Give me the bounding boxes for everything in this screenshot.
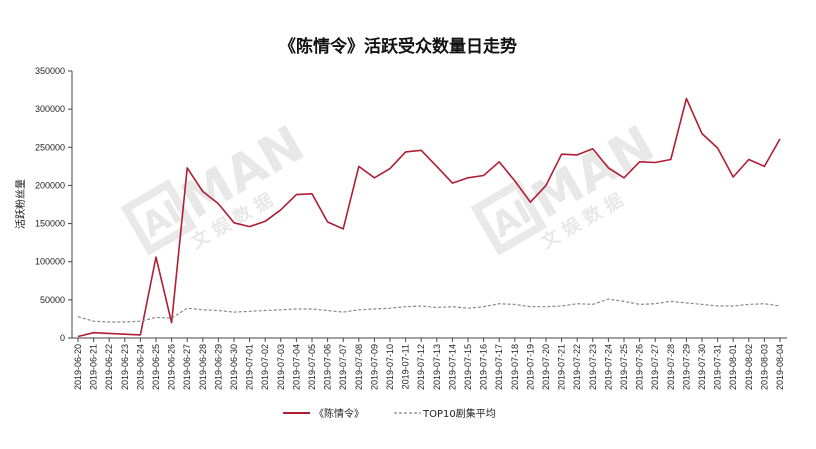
x-tick-label: 2019-08-03 (759, 344, 769, 390)
x-tick-label: 2019-07-30 (697, 344, 707, 390)
x-tick-label: 2019-07-20 (541, 344, 551, 390)
x-tick-label: 2019-07-28 (666, 344, 676, 390)
x-tick-label: 2019-06-23 (120, 344, 130, 390)
y-axis-ticks: 0 50000 100000 150000 200000 250000 300000 3500… (35, 66, 72, 343)
x-tick-label: 2019-06-30 (229, 344, 239, 390)
x-tick-label: 2019-07-26 (635, 344, 645, 390)
x-tick-label: 2019-07-10 (385, 344, 395, 390)
x-tick-label: 2019-07-07 (338, 344, 348, 390)
x-tick-label: 2019-07-02 (260, 344, 270, 390)
x-tick-label: 2019-06-29 (213, 344, 223, 390)
x-tick-label: 2019-06-22 (104, 344, 114, 390)
x-tick-label: 2019-06-20 (73, 344, 83, 390)
y-tick-label: 100000 (35, 257, 65, 267)
x-tick-label: 2019-07-05 (307, 344, 317, 390)
series-line-chenqingling (77, 97, 781, 338)
x-axis-ticks: 2019-06-20 2019-06-21 2019-06-22 2019-06-23… (73, 338, 785, 390)
y-axis-label: 活跃粉丝量 (14, 179, 27, 229)
x-tick-label: 2019-07-27 (650, 344, 660, 390)
x-tick-label: 2019-07-22 (572, 344, 582, 390)
x-tick-label: 2019-07-14 (447, 344, 457, 390)
x-tick-label: 2019-06-25 (151, 344, 161, 390)
x-tick-label: 2019-07-11 (401, 344, 411, 389)
series-group (77, 97, 781, 338)
x-tick-label: 2019-07-21 (557, 344, 567, 390)
y-tick-label: 150000 (35, 219, 65, 229)
chart-title: 《陈情令》活跃受众数量日走势 (279, 36, 517, 57)
series-line-top10-average (77, 298, 781, 323)
x-tick-label: 2019-07-15 (463, 344, 473, 390)
legend: 《陈情令》 TOP10剧集平均 (283, 407, 496, 420)
x-tick-label: 2019-08-02 (744, 344, 754, 390)
x-tick-label: 2019-07-23 (588, 344, 598, 390)
x-tick-label: 2019-06-28 (198, 344, 208, 390)
x-tick-label: 2019-07-08 (354, 344, 364, 390)
x-tick-label: 2019-06-27 (182, 344, 192, 390)
x-tick-label: 2019-07-04 (291, 344, 301, 390)
x-tick-label: 2019-07-24 (603, 344, 613, 390)
legend-label-top10-average: TOP10剧集平均 (422, 407, 496, 420)
x-tick-label: 2019-07-16 (479, 344, 489, 390)
x-tick-label: 2019-07-06 (323, 344, 333, 390)
x-tick-label: 2019-07-25 (619, 344, 629, 390)
watermark-left: AI MAN 文 娱 数 据 (120, 115, 314, 256)
x-tick-label: 2019-08-01 (728, 344, 738, 390)
x-tick-label: 2019-08-04 (775, 344, 785, 390)
x-tick-label: 2019-07-12 (416, 344, 426, 390)
legend-label-chenqingling: 《陈情令》 (314, 407, 364, 420)
x-tick-label: 2019-06-21 (89, 344, 99, 390)
watermark-right: AI MAN 文 娱 数 据 (470, 115, 664, 256)
x-tick-label: 2019-07-29 (681, 344, 691, 390)
y-tick-label: 50000 (40, 295, 65, 305)
y-tick-label: 300000 (35, 104, 65, 114)
x-tick-label: 2019-06-24 (135, 344, 145, 390)
x-tick-label: 2019-07-31 (713, 344, 723, 390)
y-tick-label: 200000 (35, 180, 65, 190)
y-tick-label: 250000 (35, 142, 65, 152)
x-tick-label: 2019-06-26 (167, 344, 177, 390)
x-tick-label: 2019-07-19 (525, 344, 535, 390)
x-tick-label: 2019-07-09 (369, 344, 379, 390)
x-tick-label: 2019-07-03 (276, 344, 286, 390)
x-tick-label: 2019-07-13 (432, 344, 442, 390)
x-tick-label: 2019-07-17 (494, 344, 504, 390)
y-tick-label: 350000 (35, 66, 65, 76)
y-tick-label: 0 (60, 333, 65, 343)
x-tick-label: 2019-07-18 (510, 344, 520, 390)
x-tick-label: 2019-07-01 (245, 344, 255, 390)
